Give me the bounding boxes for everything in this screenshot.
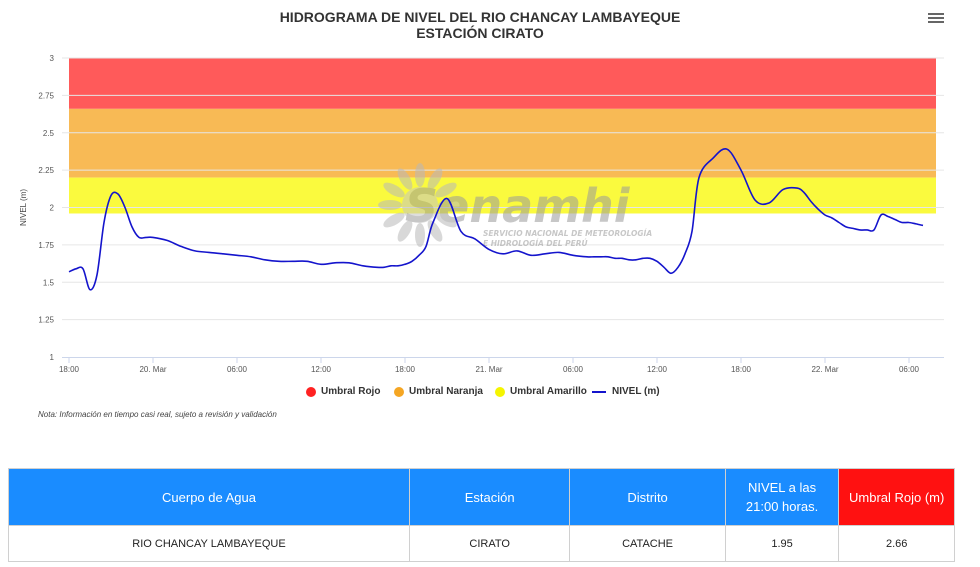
legend-item-nivel[interactable]: NIVEL (m) bbox=[592, 386, 660, 397]
y-axis-title: NIVEL (m) bbox=[19, 189, 28, 226]
logo-petal bbox=[383, 212, 405, 228]
table-row: RIO CHANCAY LAMBAYEQUE CIRATO CATACHE 1.… bbox=[8, 525, 955, 562]
legend-item-umbral-amarillo[interactable]: Umbral Amarillo bbox=[495, 386, 587, 397]
logo-petal bbox=[427, 168, 443, 190]
legend-item-umbral-rojo[interactable]: Umbral Rojo bbox=[306, 386, 380, 397]
y-tick-label: 2 bbox=[50, 204, 55, 213]
y-tick-label: 2.75 bbox=[38, 91, 54, 100]
y-tick-label: 3 bbox=[50, 54, 55, 63]
table-cell-cuerpo-de-agua: RIO CHANCAY LAMBAYEQUE bbox=[8, 525, 410, 562]
legend-label: Umbral Amarillo bbox=[510, 386, 587, 397]
table-cell-umbral-rojo: 2.66 bbox=[838, 525, 955, 562]
legend-item-umbral-naranja[interactable]: Umbral Naranja bbox=[394, 386, 483, 397]
watermark-line-1: SERVICIO NACIONAL DE METEOROLOGÍA bbox=[483, 229, 652, 238]
y-tick-label: 2.5 bbox=[43, 129, 55, 138]
logo-petal bbox=[438, 200, 462, 210]
table-header-cell: Estación bbox=[408, 468, 571, 526]
x-tick-label: 22. Mar bbox=[811, 365, 838, 374]
series-line-nivel bbox=[68, 148, 924, 291]
x-tick-label: 12:00 bbox=[647, 365, 668, 374]
threshold-band-rojo bbox=[69, 58, 936, 109]
y-tick-label: 2.25 bbox=[38, 166, 54, 175]
x-tick-label: 06:00 bbox=[899, 365, 920, 374]
x-tick-label: 18:00 bbox=[731, 365, 752, 374]
table-header-cell: Cuerpo de Agua bbox=[8, 468, 410, 526]
chart-title: HIDROGRAMA DE NIVEL DEL RIO CHANCAY LAMB… bbox=[279, 9, 681, 25]
chart-legend: Umbral Rojo Umbral Naranja Umbral Amaril… bbox=[0, 386, 960, 402]
table-cell-distrito: CATACHE bbox=[569, 525, 726, 562]
disclaimer-note: Nota: Información en tiempo casi real, s… bbox=[38, 410, 277, 419]
legend-symbol bbox=[592, 390, 606, 393]
table-header-cell: Umbral Rojo (m) bbox=[838, 468, 955, 526]
table-cell-estacion: CIRATO bbox=[408, 525, 571, 562]
x-tick-label: 06:00 bbox=[227, 365, 248, 374]
watermark-name: Senamhi bbox=[405, 179, 631, 233]
logo-petal bbox=[435, 182, 457, 198]
legend-label: NIVEL (m) bbox=[612, 386, 660, 397]
hamburger-menu-icon[interactable] bbox=[926, 11, 946, 27]
table-header-cell: NIVEL a las 21:00 horas. bbox=[724, 468, 840, 526]
logo-petal bbox=[415, 163, 425, 187]
logo-petal bbox=[435, 212, 457, 228]
watermark-line-2: E HIDROLOGÍA DEL PERÚ bbox=[483, 239, 588, 248]
logo-petal bbox=[397, 168, 413, 190]
logo-petal bbox=[415, 223, 425, 247]
legend-symbol bbox=[495, 386, 505, 397]
x-tick-label: 21. Mar bbox=[475, 365, 502, 374]
table-header-row: Cuerpo de Agua Estación Distrito NIVEL a… bbox=[8, 468, 955, 526]
x-tick-label: 18:00 bbox=[395, 365, 416, 374]
legend-symbol bbox=[394, 386, 404, 397]
chart-svg: 1 1.25 1.5 1.75 2 2.25 2.5 2.75 3 18:00 20. Mar 06:… bbox=[19, 54, 944, 374]
threshold-band-naranja bbox=[69, 108, 936, 178]
x-tick-label: 12:00 bbox=[311, 365, 332, 374]
table-header-cell: Distrito bbox=[569, 468, 726, 526]
y-tick-label: 1.5 bbox=[43, 278, 55, 287]
y-tick-label: 1 bbox=[50, 353, 55, 362]
y-tick-label: 1.75 bbox=[38, 241, 54, 250]
legend-label: Umbral Rojo bbox=[321, 386, 381, 397]
x-tick-label: 18:00 bbox=[59, 365, 80, 374]
table-cell-nivel: 1.95 bbox=[724, 525, 840, 562]
logo-petal bbox=[378, 200, 402, 210]
y-tick-label: 1.25 bbox=[38, 316, 54, 325]
logo-petal bbox=[383, 182, 405, 198]
chart-subtitle: ESTACIÓN CIRATO bbox=[416, 25, 544, 41]
legend-label: Umbral Naranja bbox=[409, 386, 483, 397]
station-table: Cuerpo de Agua Estación Distrito NIVEL a… bbox=[8, 468, 955, 562]
legend-symbol bbox=[306, 386, 316, 397]
x-tick-label: 20. Mar bbox=[139, 365, 166, 374]
x-tick-label: 06:00 bbox=[563, 365, 584, 374]
logo-petal bbox=[397, 220, 413, 242]
hydrograph-chart: 1 1.25 1.5 1.75 2 2.25 2.5 2.75 3 18:00 20. Mar 06:… bbox=[0, 9, 960, 419]
logo-sun bbox=[402, 187, 438, 223]
